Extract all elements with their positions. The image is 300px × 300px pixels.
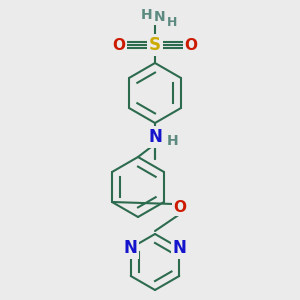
Text: N: N <box>124 239 138 257</box>
Text: O: O <box>184 38 197 52</box>
Text: O: O <box>173 200 187 214</box>
Text: N: N <box>154 10 166 24</box>
Text: N: N <box>148 128 162 146</box>
Text: H: H <box>141 8 153 22</box>
Text: H: H <box>167 134 179 148</box>
Text: S: S <box>149 36 161 54</box>
Text: N: N <box>172 239 186 257</box>
Text: H: H <box>167 16 177 28</box>
Text: O: O <box>112 38 125 52</box>
